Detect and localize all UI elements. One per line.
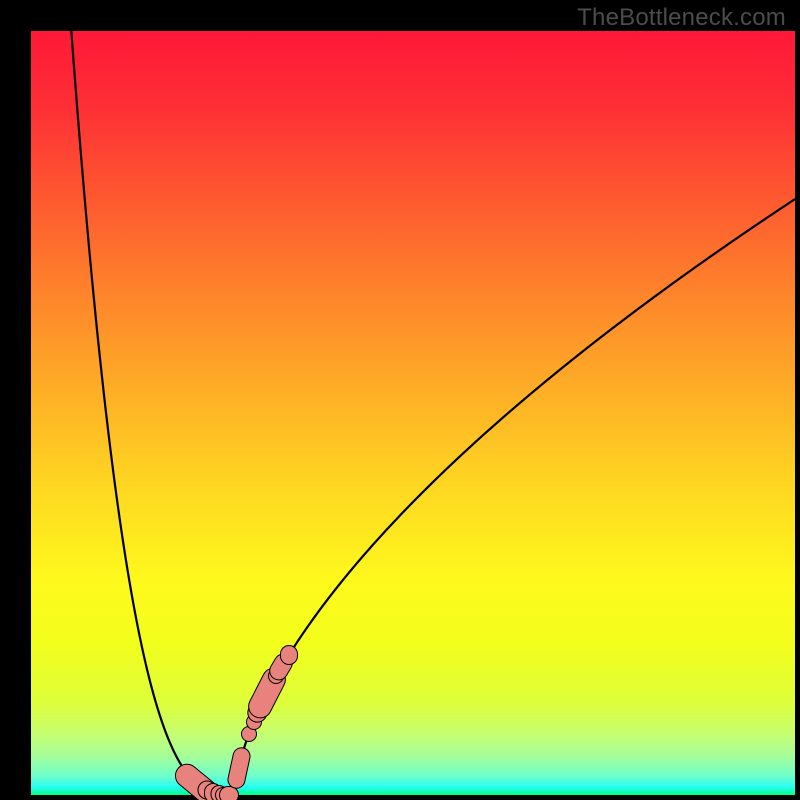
data-marker <box>280 645 298 665</box>
figure-root: TheBottleneck.com <box>0 0 800 800</box>
data-marker <box>225 746 252 791</box>
watermark-text: TheBottleneck.com <box>577 4 786 32</box>
plot-area <box>31 31 795 795</box>
markers-layer <box>31 31 795 795</box>
